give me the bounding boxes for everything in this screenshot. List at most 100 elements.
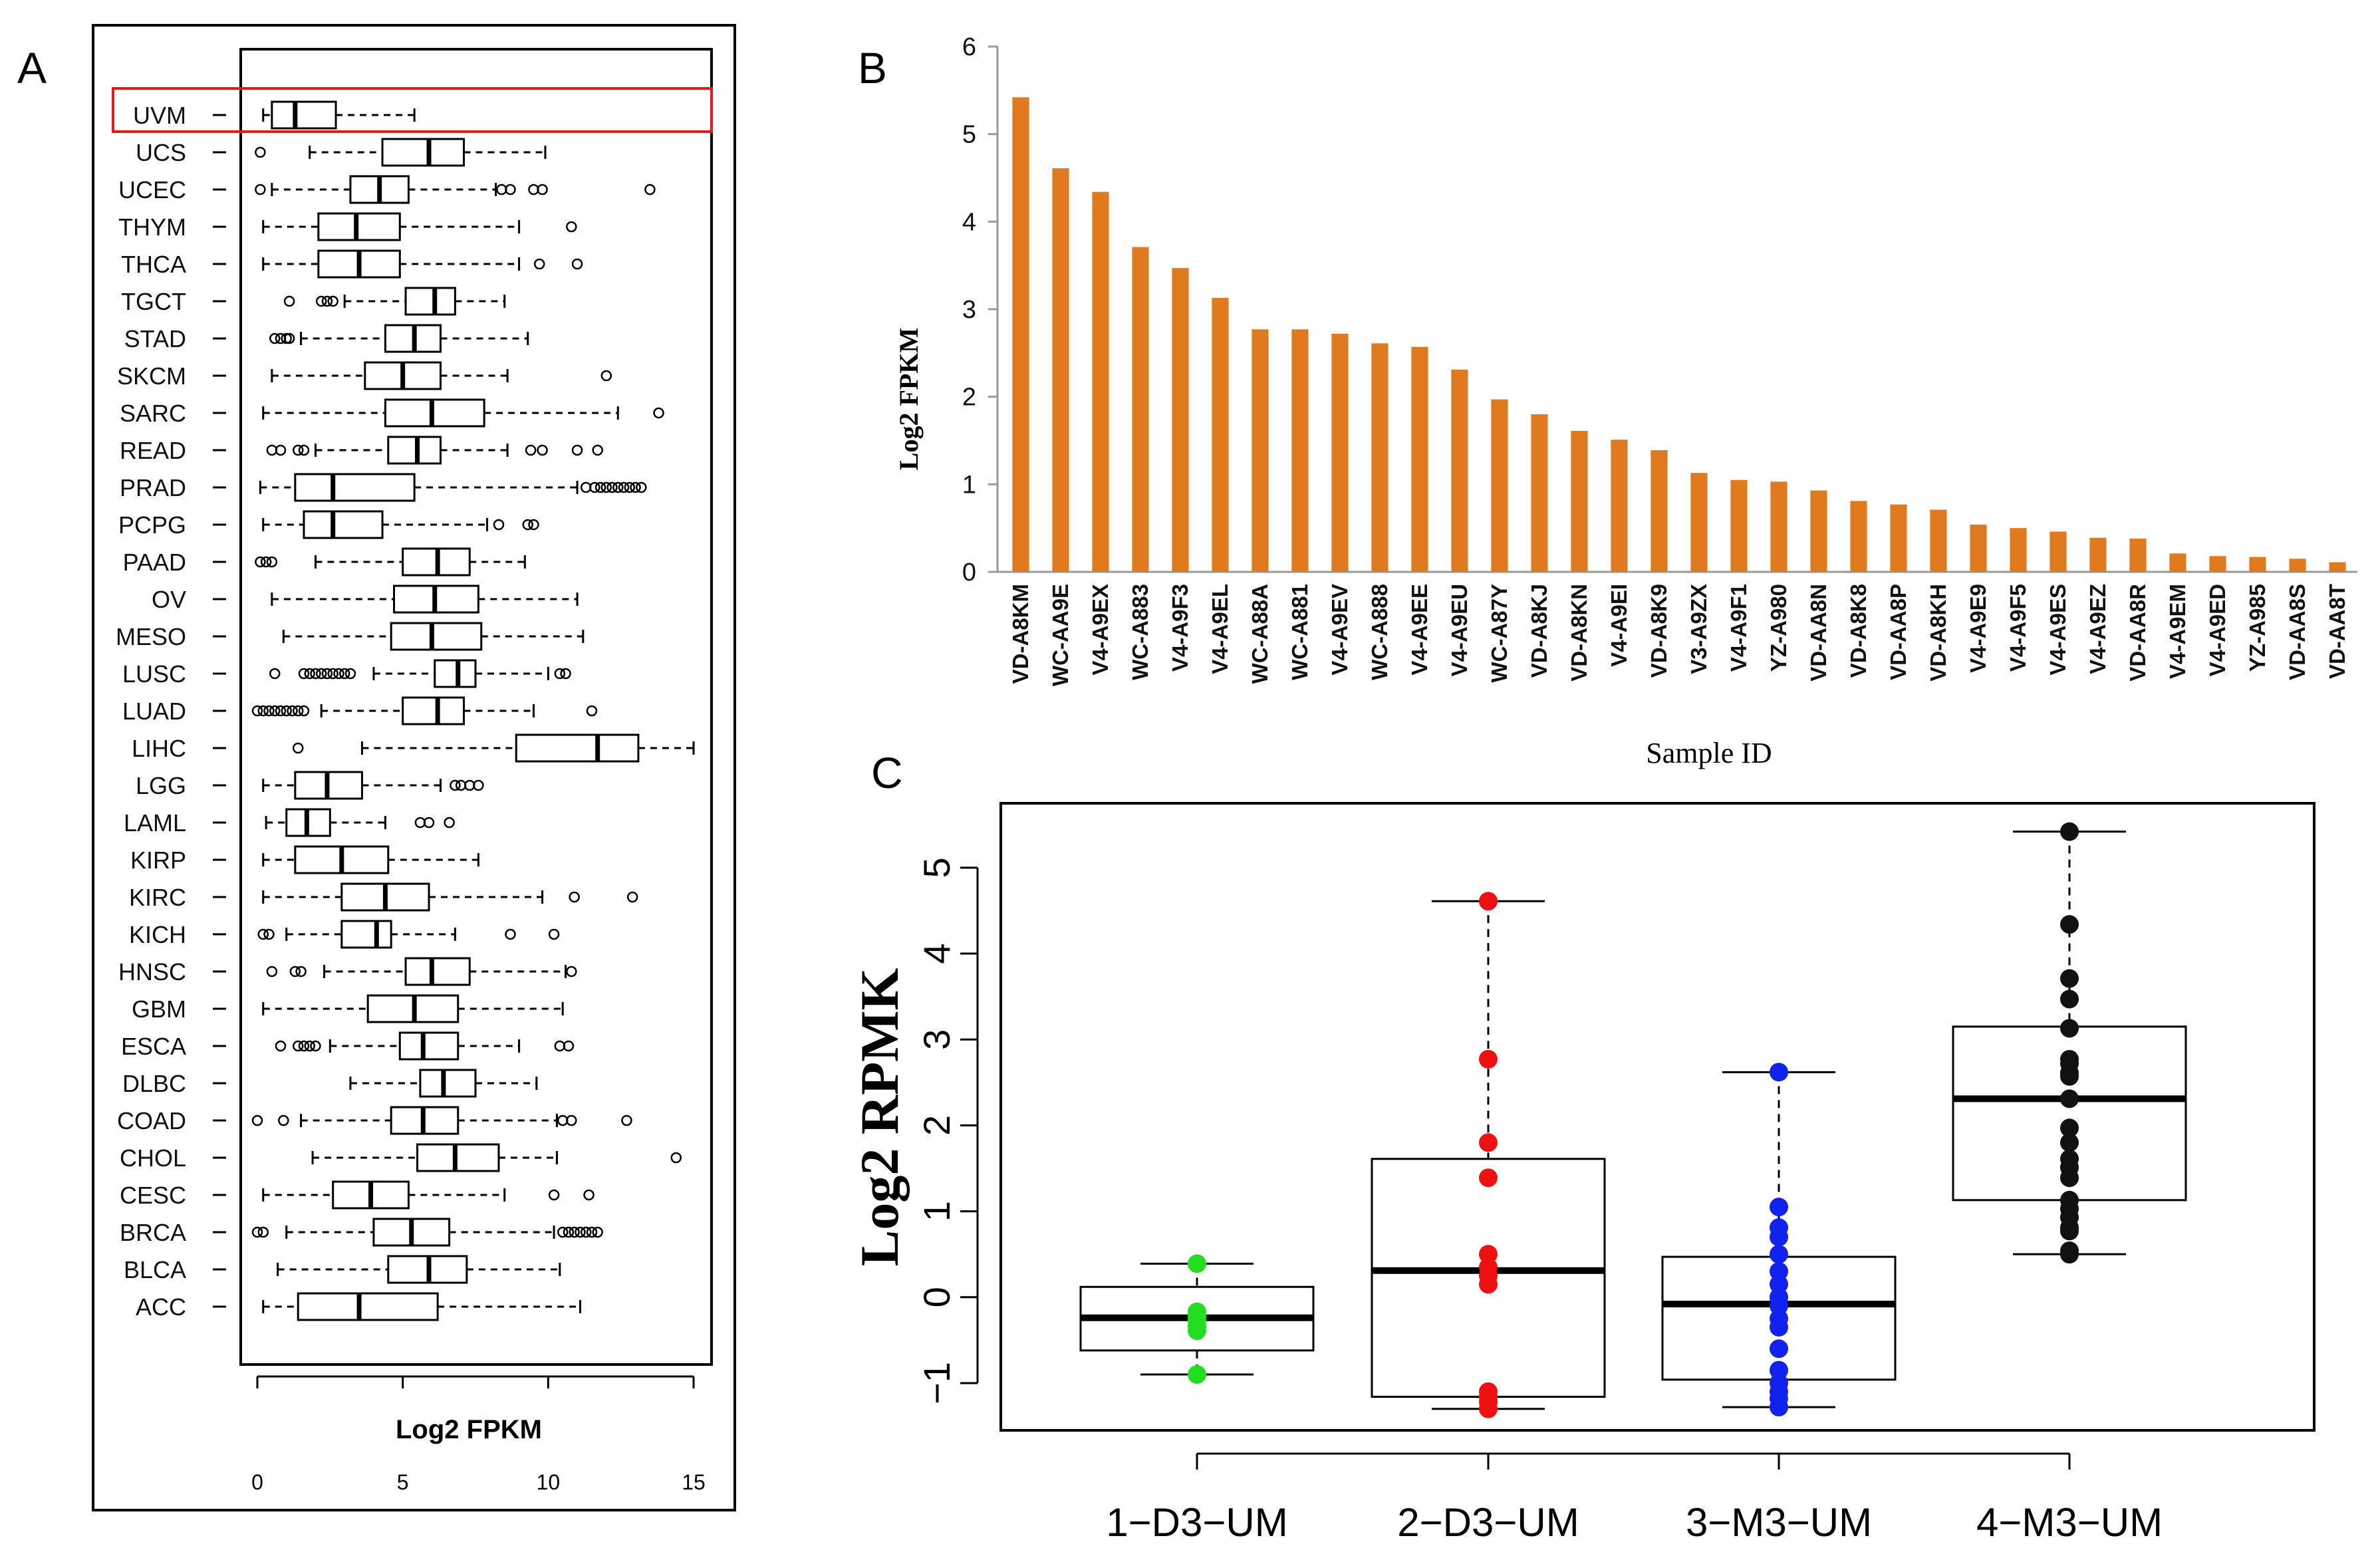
outlier-lusc-1 [298,668,310,680]
box-kirp [262,845,479,874]
point-4-m3-um-4 [2060,1019,2079,1038]
box-paad [255,547,526,577]
point-3-m3-um-11 [1770,1339,1788,1359]
outlier-prad-6 [618,481,630,493]
box-luad [251,696,598,725]
x-tick-label-v4-a9f3: V4-A9F3 [1168,584,1192,672]
y-tick-label-0: 0 [916,1287,958,1307]
outlier-lusc-3 [310,668,321,680]
box-cesc [262,1180,595,1210]
box-stad [269,324,529,353]
outlier-prad-1 [589,481,600,493]
label-dlbc: DLBC [122,1070,186,1097]
x-tick-label-vd-aa8r: VD-AA8R [2125,584,2150,682]
outlier-luad-1 [257,705,269,717]
point-4-m3-um-10 [2060,1118,2079,1138]
bar-v4-a9em [2169,553,2186,572]
label-kirc: KIRC [129,884,186,911]
outlier-read-1 [275,444,287,456]
outlier-esca-6 [563,1040,575,1052]
point-3-m3-um-3 [1770,1228,1788,1247]
panel-b-bars [1012,97,2346,573]
outlier-read-2 [292,444,304,456]
x-tick-label-v4-a9f1: V4-A9F1 [1726,584,1751,672]
box-lihc [292,733,695,763]
group-2-d3-um [1371,892,1606,1418]
point-3-m3-um-16 [1770,1398,1788,1417]
box-ucs [255,138,547,167]
x-tick-label-v4-a9ed: V4-A9ED [2205,584,2230,676]
box-read [266,436,603,465]
outlier-luad-8 [298,705,310,717]
label-uvm: UVM [133,102,186,129]
box-prad [259,473,647,502]
outlier-luad-9 [586,705,598,717]
label-thym: THYM [118,213,186,241]
box-brca [251,1218,603,1247]
bar-v4-a9ez [2089,537,2107,572]
x-tick-label-v4-a9es: V4-A9ES [2046,584,2070,676]
iqr-box-prad [294,473,416,502]
bar-v4-a9es [2049,531,2067,572]
panel-c-y-label: Log2 RPMK [849,968,910,1266]
iqr-box-dlbc [419,1069,477,1098]
outlier-ucec-0 [255,184,266,195]
iqr-box-pcpg [303,510,384,539]
x-tick-label-yz-a980: YZ-A980 [1766,584,1791,672]
x-tick-label-wc-a88a: WC-A88A [1248,584,1272,684]
iqr-box-read [387,436,442,465]
panel-a-outer-frame [92,24,736,1511]
point-4-m3-um-3 [2060,989,2079,1009]
outlier-brca-7 [586,1226,598,1238]
outlier-brca-8 [592,1226,603,1238]
outlier-esca-4 [310,1040,321,1052]
outlier-laml-2 [444,817,455,829]
outlier-coad-4 [621,1114,632,1126]
outlier-kich-2 [505,928,516,940]
box-meso [282,622,585,651]
outlier-tgct-2 [321,295,333,307]
panel-a-x-label: Log2 FPKM [396,1415,542,1444]
x-tick-label-vd-aa8t: VD-AA8T [2325,584,2349,679]
label-tgct: TGCT [121,288,186,315]
label-kirp: KIRP [130,846,186,874]
label-lusc: LUSC [122,660,186,688]
outlier-skcm-0 [600,370,612,382]
outlier-prad-9 [636,481,647,493]
point-3-m3-um-0 [1770,1063,1788,1082]
box-kich [257,920,560,949]
point-2-d3-um-11 [1479,1399,1498,1418]
bar-v4-a9ei [1611,440,1628,572]
label-ov: OV [152,586,186,613]
bar-wc-a88a [1252,329,1269,572]
outlier-sarc-0 [653,407,664,419]
outlier-brca-4 [569,1226,580,1238]
outlier-pcpg-1 [522,519,533,531]
iqr-box-esca [398,1031,460,1061]
y-tick-label-0: 0 [962,559,976,586]
outlier-thca-1 [571,258,583,270]
box-blca [277,1255,561,1284]
outlier-prad-3 [600,481,612,493]
point-2-d3-um-1 [1479,1049,1498,1069]
x-tick-label-wc-a881: WC-A881 [1287,584,1312,680]
point-4-m3-um-19 [2060,1222,2079,1241]
panel-c-groups [1079,822,2187,1418]
outlier-coad-0 [251,1114,263,1126]
point-4-m3-um-1 [2060,915,2079,934]
label-read: READ [120,437,186,464]
bar-wc-a881 [1291,329,1309,572]
outlier-prad-7 [624,481,636,493]
outlier-stad-2 [281,332,292,344]
outlier-thym-0 [566,221,577,233]
x-tick-label-v4-a9ee: V4-A9EE [1407,584,1432,676]
outlier-coad-3 [566,1114,577,1126]
iqr-box-lihc [515,733,640,763]
box-kirc [262,882,638,912]
y-tick-label-6: 6 [962,33,976,61]
outlier-esca-3 [304,1040,315,1052]
y-tick-label-4: 4 [916,943,958,964]
outlier-brca-3 [563,1226,575,1238]
iqr-box-ucs [381,138,465,167]
label-hnsc: HNSC [118,958,186,985]
